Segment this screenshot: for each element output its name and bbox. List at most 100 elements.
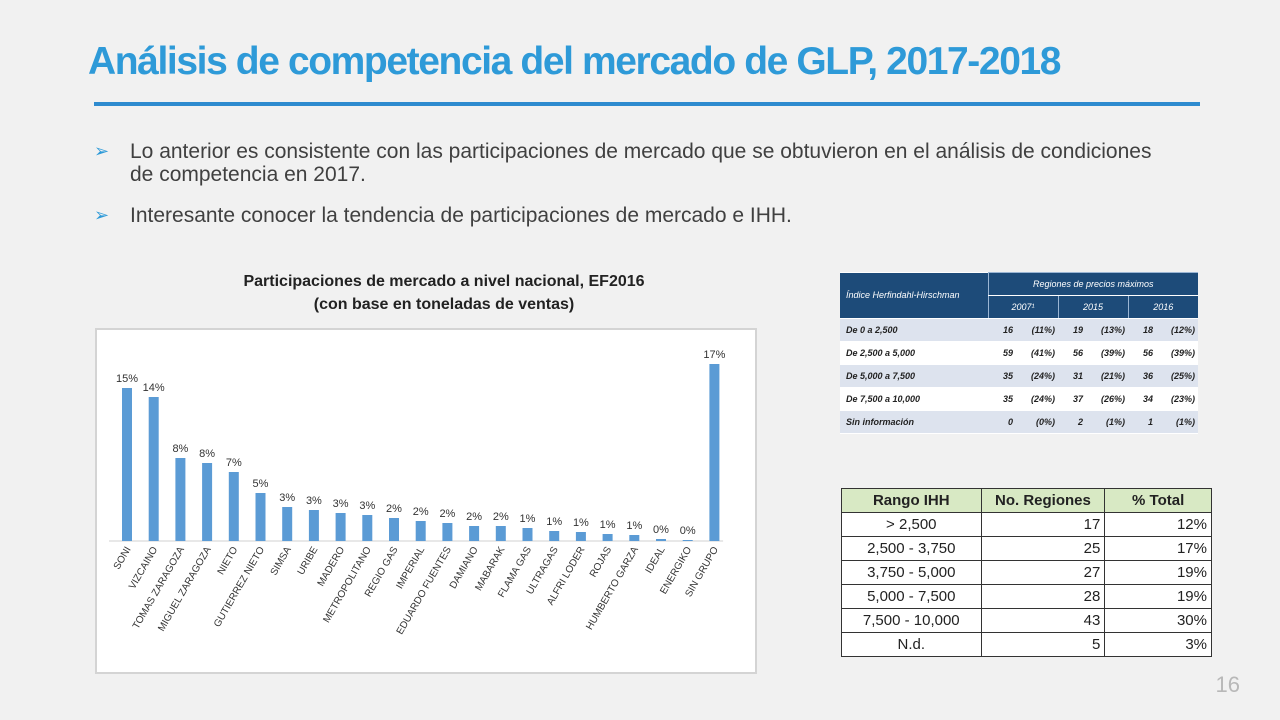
range-label: 2,500 - 3,750 [841,536,982,561]
hhi-percent: (39%) [1086,341,1128,365]
chart-bar [148,397,159,541]
hhi-count: 0 [988,410,1016,434]
data-label: 0% [653,524,669,536]
hhi-percent: (1%) [1156,410,1198,434]
hhi-row-label: De 0 a 2,500 [840,318,988,342]
hhi-percent: (26%) [1086,387,1128,411]
range-label: 3,750 - 5,000 [841,560,982,585]
hhi-count: 2 [1058,410,1086,434]
chart-bar [495,526,506,541]
chart-bar [122,388,132,541]
hhi-percent: (12%) [1156,318,1198,342]
hhi-percent: (39%) [1156,341,1198,365]
data-label: 3% [333,498,349,510]
data-label: 2% [466,511,482,523]
hhi-count: 56 [1128,341,1156,365]
hhi-count: 1 [1128,410,1156,434]
hhi-year-header: 2015 [1057,295,1128,319]
category-label: URIBE [296,545,321,577]
hhi-group-header: Regiones de precios máximos [987,272,1198,296]
hhi-row-label: De 5,000 a 7,500 [840,364,988,388]
range-percent: 17% [1104,536,1212,561]
bullet-text: Lo anterior es consistente con las parti… [130,140,1152,186]
hhi-count: 37 [1058,387,1086,411]
range-percent: 19% [1104,584,1212,609]
hhi-count: 18 [1128,318,1156,342]
chart-bar [255,493,266,541]
data-label: 15% [116,373,138,385]
category-label: MIGUEL ZARAGOZA [156,545,214,634]
range-row: 5,000 - 7,500 28 19% [841,584,1212,609]
range-table: Rango IHH No. Regiones % Total > 2,500 17… [841,488,1212,657]
range-percent: 30% [1104,608,1212,633]
range-regions: 25 [980,536,1106,561]
hhi-corner-label: Índice Herfindahl-Hirschman [840,272,988,319]
range-label: 5,000 - 7,500 [841,584,982,609]
category-label: SONI [112,545,134,572]
bullet-item: ➢ Lo anterior es consistente con las par… [94,140,1174,186]
market-share-chart: 15% SONI 14% VIZCAINO 8% TOMAS ZARAGOZA 8% MIGU… [95,328,757,674]
range-row: N.d. 5 3% [841,632,1212,657]
data-label: 3% [279,492,295,504]
chart-bar [335,513,346,541]
data-label: 8% [172,443,188,455]
chart-bar [175,458,186,541]
hhi-percent: (0%) [1016,410,1058,434]
hhi-count: 34 [1128,387,1156,411]
chart-bar [228,472,239,541]
range-row: 3,750 - 5,000 27 19% [841,560,1212,585]
data-label: 2% [493,511,509,523]
bullet-item: ➢ Interesante conocer la tendencia de pa… [94,204,1174,227]
range-percent: 3% [1104,632,1212,657]
hhi-row-label: De 2,500 a 5,000 [840,341,988,365]
chart-bar [682,540,693,541]
data-label: 5% [253,478,269,490]
range-percent: 12% [1104,512,1212,537]
category-label: GUTIERREZ NIETO [212,545,267,629]
chart-title: Participaciones de mercado a nivel nacio… [94,270,794,316]
data-label: 1% [573,517,589,529]
range-regions: 17 [980,512,1106,537]
hhi-count: 56 [1058,341,1086,365]
range-regions: 43 [980,608,1106,633]
category-label: METROPOLITANO [321,545,374,625]
data-label: 7% [226,457,242,469]
chart-bar [469,526,480,541]
category-label: ROJAS [588,545,614,580]
chart-bar [522,528,533,541]
chart-bar [629,535,640,541]
hhi-count: 59 [988,341,1016,365]
data-label: 2% [386,503,402,515]
data-label: 1% [520,513,536,525]
hhi-row-label: Sin información [840,410,988,434]
chart-bar [709,364,720,541]
data-label: 8% [199,448,215,460]
hhi-count: 31 [1058,364,1086,388]
hhi-row: De 5,000 a 7,500 35 (24%) 31 (21%) 36 (25%) [840,364,1198,388]
chart-bar [282,507,293,541]
range-header: No. Regiones [980,488,1106,513]
range-label: > 2,500 [841,512,982,537]
data-label: 17% [703,349,725,361]
bullet-list: ➢ Lo anterior es consistente con las par… [94,140,1174,245]
chart-bar [362,515,373,541]
hhi-percent: (23%) [1156,387,1198,411]
data-label: 2% [439,508,455,520]
hhi-percent: (25%) [1156,364,1198,388]
category-label: NIETO [216,545,241,577]
chart-title-line2: (con base en toneladas de ventas) [313,296,575,313]
hhi-percent: (41%) [1016,341,1058,365]
hhi-count: 35 [988,387,1016,411]
hhi-percent: (24%) [1016,387,1058,411]
chart-bar [389,518,399,541]
hhi-row: De 7,500 a 10,000 35 (24%) 37 (26%) 34 (23%) [840,387,1198,411]
chart-bar [415,521,426,541]
data-label: 0% [680,525,696,537]
chart-bar [442,523,453,541]
range-percent: 19% [1104,560,1212,585]
hhi-percent: (24%) [1016,364,1058,388]
hhi-count: 35 [988,364,1016,388]
hhi-row-label: De 7,500 a 10,000 [840,387,988,411]
range-regions: 27 [980,560,1106,585]
